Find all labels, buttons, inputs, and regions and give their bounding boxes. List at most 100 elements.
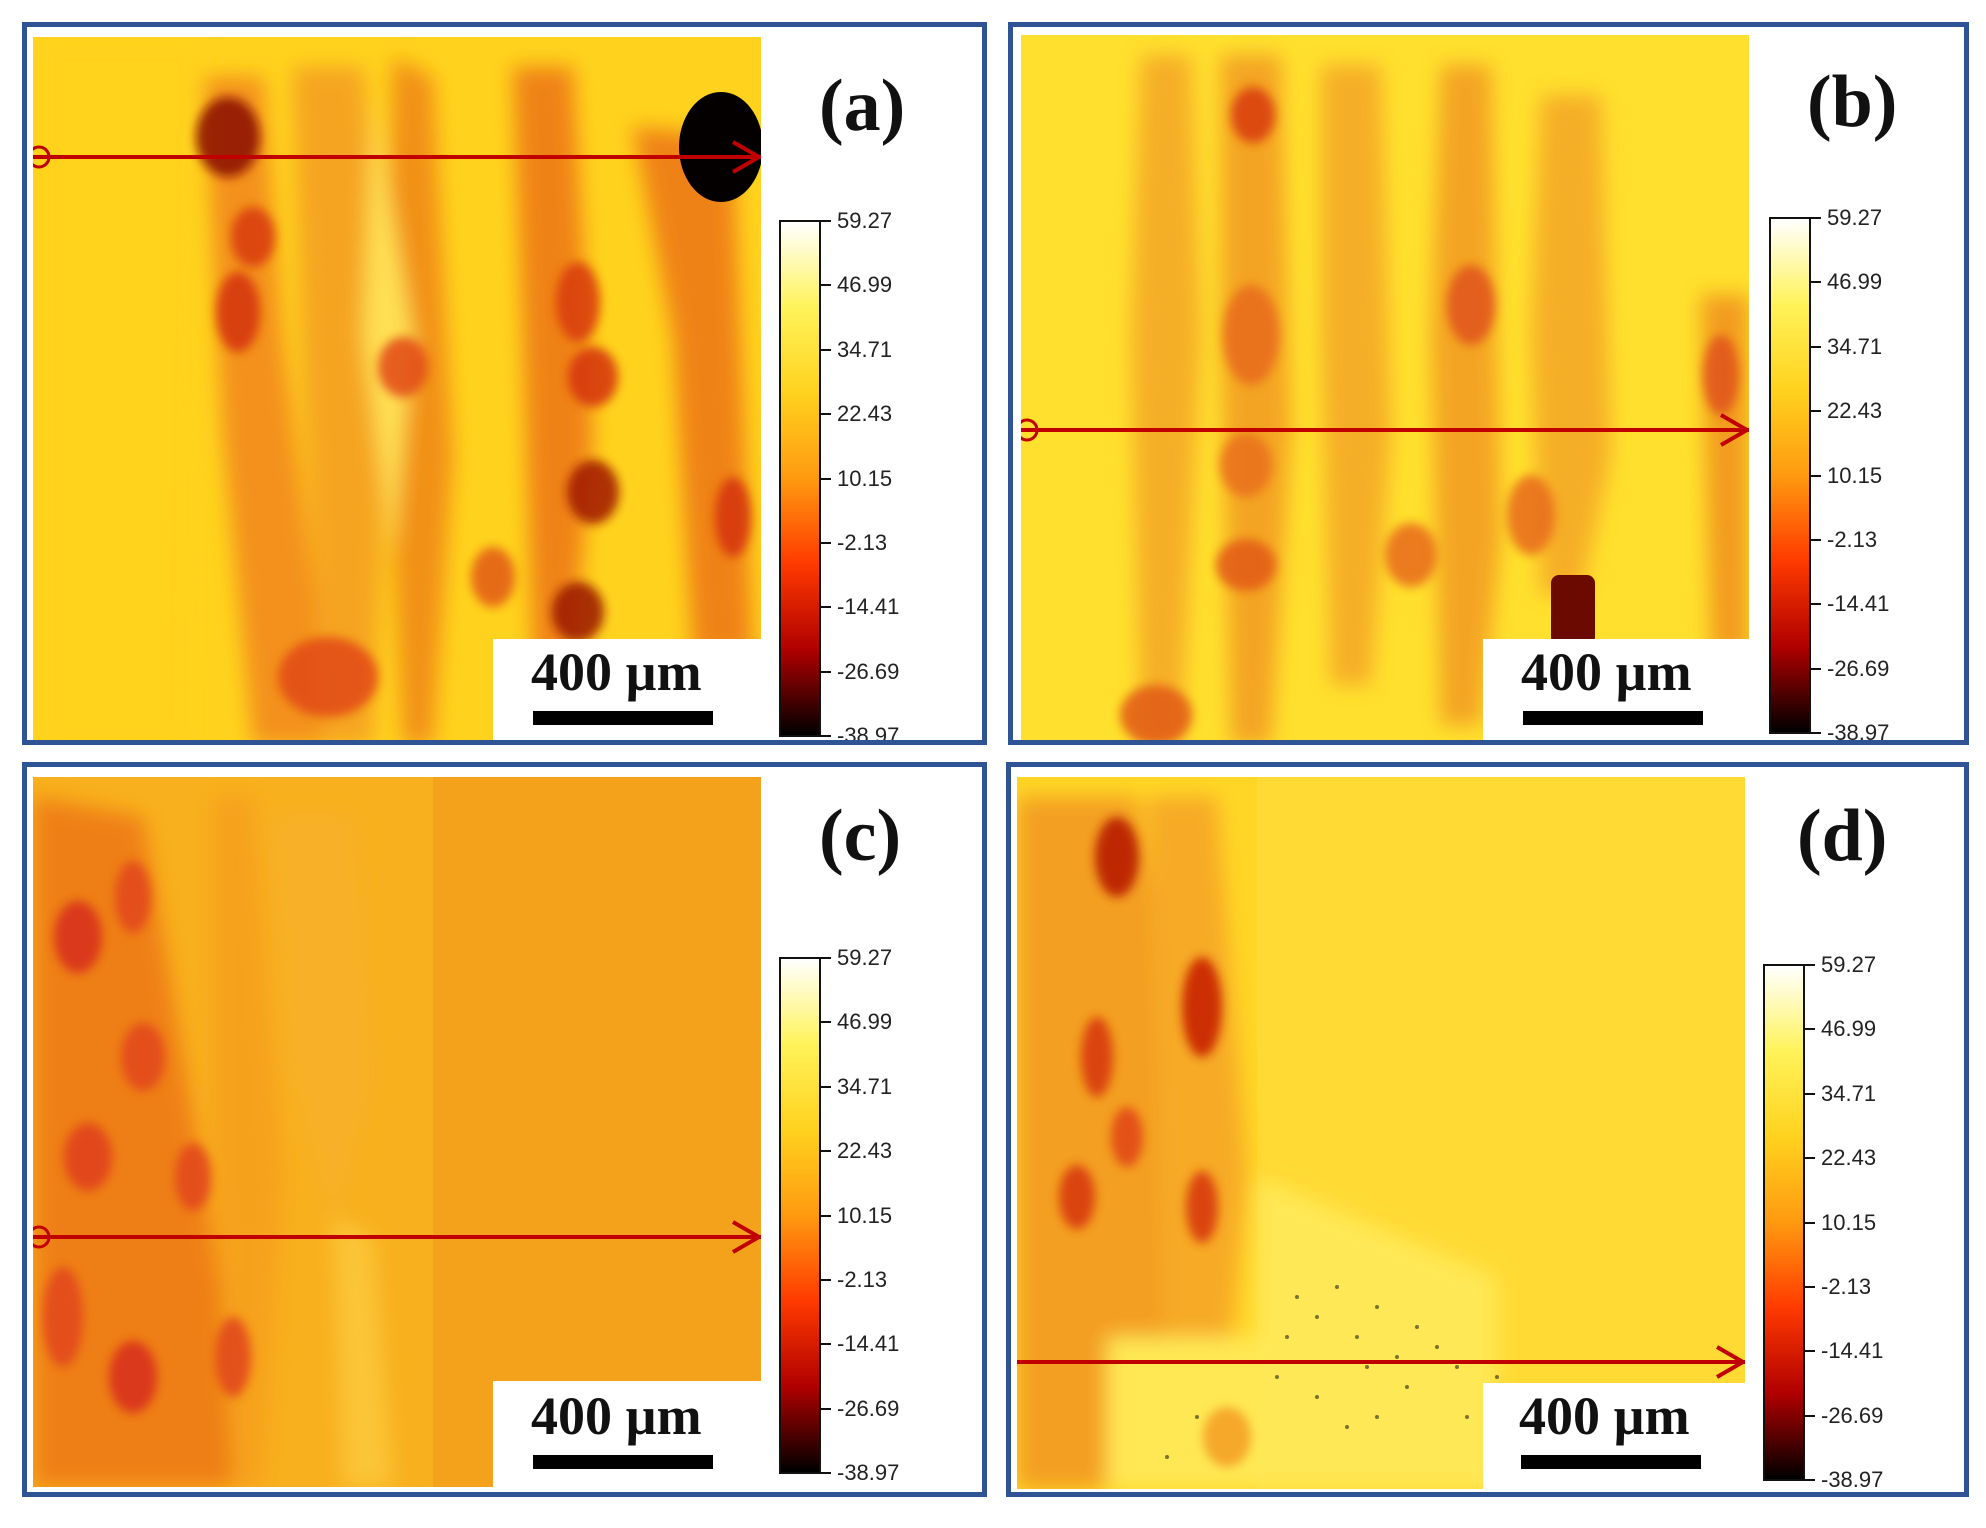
colorbar-tick xyxy=(1809,281,1821,284)
colorbar-tick-label: 46.99 xyxy=(1821,1016,1877,1042)
colorbar-tick-label: 59.27 xyxy=(1827,205,1883,230)
colorbar-tick-label: 22.43 xyxy=(1827,398,1883,424)
colorbar-tick-label: -38.97 xyxy=(837,723,900,745)
colorbar xyxy=(779,957,821,1474)
colorbar-tick-label: 22.43 xyxy=(1821,1145,1877,1171)
colorbar-tick xyxy=(819,1278,831,1281)
colorbar-tick xyxy=(819,477,831,480)
colorbar-tick-label: -14.41 xyxy=(1827,591,1890,617)
colorbar-tick xyxy=(1803,1028,1815,1031)
potential-map-a xyxy=(33,37,761,740)
scale-bar xyxy=(1523,711,1703,725)
scale-text: 400 µm xyxy=(531,642,702,702)
colorbar-tick-label: 59.27 xyxy=(837,945,893,970)
scale-bar xyxy=(1521,1455,1701,1469)
colorbar-tick xyxy=(819,1407,831,1410)
scale-text: 400 µm xyxy=(531,1386,702,1446)
scale-box-c: 400 µm xyxy=(493,1381,761,1487)
colorbar-tick-label: -14.41 xyxy=(837,594,900,620)
colorbar-tick-label: -2.13 xyxy=(1821,1273,1872,1299)
colorbar-tick xyxy=(1803,1350,1815,1353)
colorbar-tick-label: 34.71 xyxy=(1827,333,1883,359)
colorbar-tick-label: 59.27 xyxy=(837,208,893,233)
scale-box-b: 400 µm xyxy=(1483,639,1749,740)
colorbar-tick xyxy=(1803,964,1815,966)
panel-label: (d) xyxy=(1797,795,1888,877)
colorbar-tick xyxy=(819,541,831,544)
colorbar xyxy=(779,220,821,737)
panel-d: 400 µm (d) 59.27 46.99 34.71 22.43 10.15 -2.1… xyxy=(1006,762,1969,1497)
colorbar-tick xyxy=(819,220,831,222)
panel-b: 400 µm (b) 59.27 46.99 34.71 22.43 10.15 -2.1… xyxy=(1008,22,1969,745)
panel-label: (c) xyxy=(819,795,902,877)
colorbar-tick xyxy=(819,1472,831,1474)
colorbar-tick-label: -14.41 xyxy=(837,1331,900,1357)
colorbar-tick xyxy=(819,1150,831,1153)
colorbar-tick-label: -38.97 xyxy=(837,1460,900,1485)
colorbar-tick xyxy=(1809,732,1821,734)
colorbar-tick xyxy=(819,1085,831,1088)
panel-a: 400 µm (a) 59.27 46.99 34.71 22.43 10.15 -2.1… xyxy=(22,22,987,745)
colorbar-tick-label: -26.69 xyxy=(1821,1402,1884,1428)
colorbar-tick xyxy=(1803,1285,1815,1288)
colorbar-tick-label: 59.27 xyxy=(1821,952,1877,977)
colorbar-tick-label: -38.97 xyxy=(1827,720,1890,745)
colorbar-tick-label: 46.99 xyxy=(837,1009,893,1035)
colorbar-tick xyxy=(1809,538,1821,541)
colorbar-tick xyxy=(819,1021,831,1024)
colorbar-tick xyxy=(1809,603,1821,606)
colorbar-tick-label: -26.69 xyxy=(1827,655,1890,681)
colorbar-tick xyxy=(819,606,831,609)
colorbar-tick xyxy=(819,670,831,673)
colorbar-tick-label: -26.69 xyxy=(837,658,900,684)
colorbar xyxy=(1769,217,1811,734)
colorbar-tick-label: -26.69 xyxy=(837,1395,900,1421)
colorbar-tick xyxy=(819,284,831,287)
colorbar-tick xyxy=(819,1214,831,1217)
colorbar-tick-label: -2.13 xyxy=(837,529,888,555)
scale-text: 400 µm xyxy=(1521,642,1692,702)
colorbar-tick xyxy=(1809,345,1821,348)
scale-bar xyxy=(533,1455,713,1469)
colorbar-tick-label: 10.15 xyxy=(837,465,893,491)
panel-label: (b) xyxy=(1807,61,1898,143)
colorbar xyxy=(1763,964,1805,1481)
colorbar-tick xyxy=(819,413,831,416)
potential-map-c xyxy=(33,777,761,1487)
colorbar-tick xyxy=(1809,217,1821,219)
colorbar-tick-label: 22.43 xyxy=(837,1138,893,1164)
colorbar-tick xyxy=(1809,474,1821,477)
colorbar-tick-label: 10.15 xyxy=(837,1202,893,1228)
colorbar-tick xyxy=(819,348,831,351)
colorbar-tick-label: -14.41 xyxy=(1821,1338,1884,1364)
potential-map-d xyxy=(1017,777,1745,1489)
scale-box-d: 400 µm xyxy=(1483,1383,1745,1489)
colorbar-tick-label: -2.13 xyxy=(1827,526,1878,552)
colorbar-tick xyxy=(819,1343,831,1346)
colorbar-tick xyxy=(1809,410,1821,413)
colorbar-tick-label: -2.13 xyxy=(837,1266,888,1292)
scale-text: 400 µm xyxy=(1519,1386,1690,1446)
colorbar-tick-label: 34.71 xyxy=(837,336,893,362)
colorbar-tick-label: 46.99 xyxy=(837,272,893,298)
colorbar-tick xyxy=(819,735,831,737)
colorbar-tick xyxy=(1803,1221,1815,1224)
potential-map-b xyxy=(1021,35,1749,740)
colorbar-tick-label: 10.15 xyxy=(1827,462,1883,488)
colorbar-tick-label: 46.99 xyxy=(1827,269,1883,295)
colorbar-tick xyxy=(1809,667,1821,670)
colorbar-tick-label: 34.71 xyxy=(1821,1080,1877,1106)
panel-label: (a) xyxy=(819,65,906,147)
colorbar-tick xyxy=(819,957,831,959)
scale-bar xyxy=(533,711,713,725)
colorbar-tick xyxy=(1803,1479,1815,1481)
colorbar-tick-label: -38.97 xyxy=(1821,1467,1884,1492)
colorbar-tick xyxy=(1803,1414,1815,1417)
colorbar-tick-label: 10.15 xyxy=(1821,1209,1877,1235)
scale-box-a: 400 µm xyxy=(493,639,761,740)
colorbar-tick xyxy=(1803,1157,1815,1160)
colorbar-tick-label: 22.43 xyxy=(837,401,893,427)
colorbar-tick-label: 34.71 xyxy=(837,1073,893,1099)
panel-c: 400 µm (c) 59.27 46.99 34.71 22.43 10.15 -2.1… xyxy=(22,762,987,1497)
colorbar-tick xyxy=(1803,1092,1815,1095)
